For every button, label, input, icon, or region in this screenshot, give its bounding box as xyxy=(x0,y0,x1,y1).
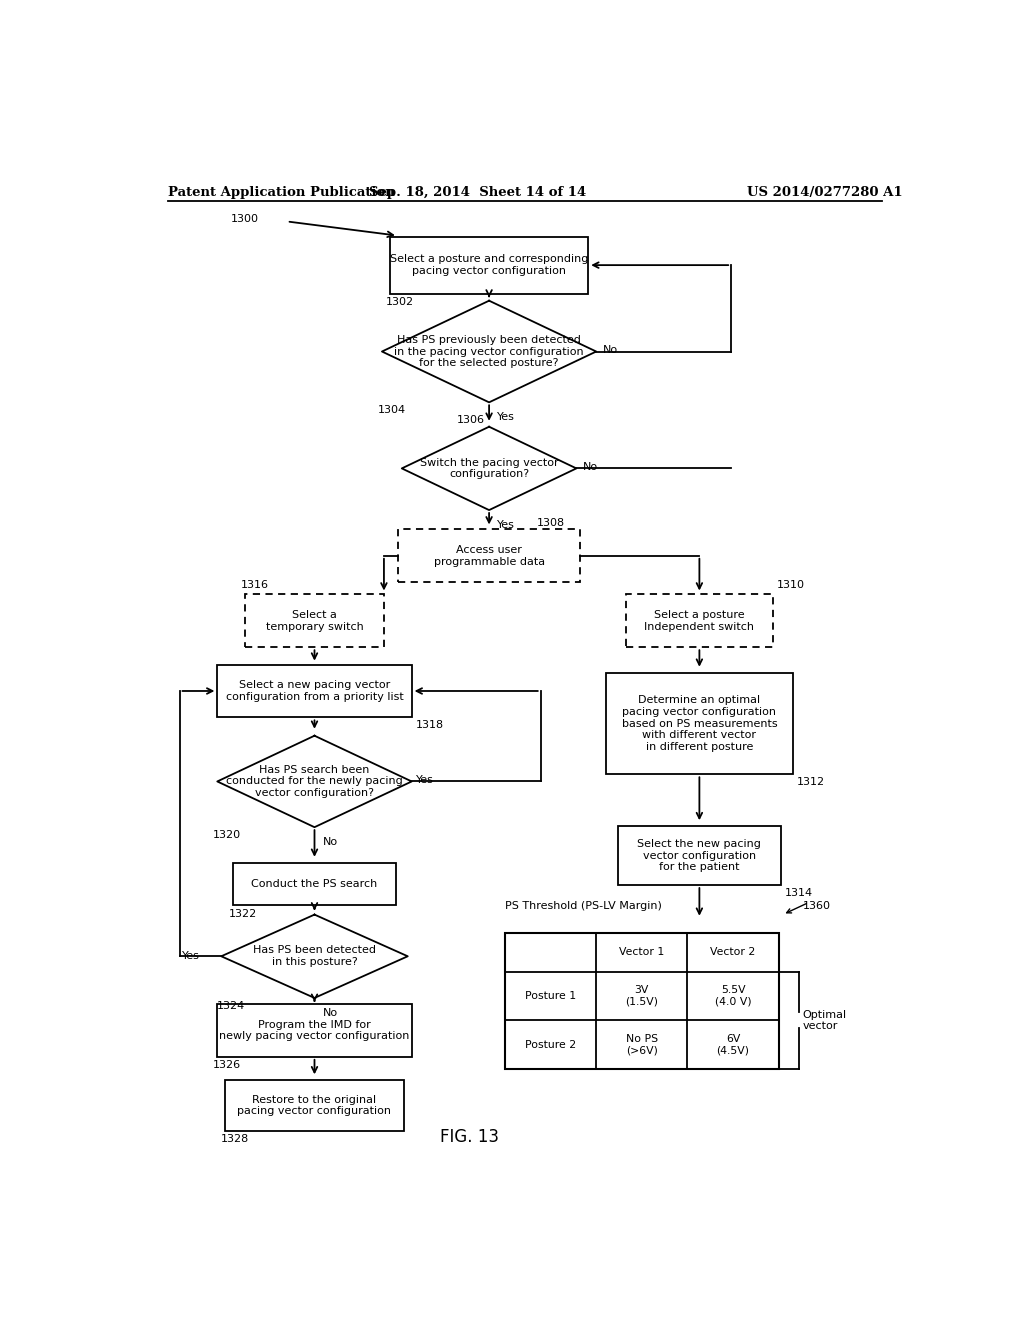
Text: Select a
temporary switch: Select a temporary switch xyxy=(265,610,364,632)
Text: No PS
(>6V): No PS (>6V) xyxy=(626,1034,657,1056)
Text: 1302: 1302 xyxy=(386,297,414,306)
Text: No: No xyxy=(323,837,338,847)
Text: Restore to the original
pacing vector configuration: Restore to the original pacing vector co… xyxy=(238,1094,391,1117)
FancyBboxPatch shape xyxy=(217,1005,412,1057)
Text: Yes: Yes xyxy=(416,775,433,785)
Text: Has PS previously been detected
in the pacing vector configuration
for the selec: Has PS previously been detected in the p… xyxy=(394,335,584,368)
Text: No: No xyxy=(583,462,598,473)
Text: Posture 2: Posture 2 xyxy=(525,1040,577,1049)
Text: Posture 1: Posture 1 xyxy=(525,991,577,1001)
Text: Program the IMD for
newly pacing vector configuration: Program the IMD for newly pacing vector … xyxy=(219,1019,410,1041)
Polygon shape xyxy=(221,915,408,998)
Text: Has PS search been
conducted for the newly pacing
vector configuration?: Has PS search been conducted for the new… xyxy=(226,764,402,799)
Polygon shape xyxy=(401,426,577,510)
Text: 1320: 1320 xyxy=(213,830,242,841)
Text: US 2014/0277280 A1: US 2014/0277280 A1 xyxy=(748,186,902,199)
Text: PS Threshold (PS-LV Margin): PS Threshold (PS-LV Margin) xyxy=(505,900,662,911)
FancyBboxPatch shape xyxy=(606,673,793,775)
Text: 1304: 1304 xyxy=(378,405,407,416)
Text: Access user
programmable data: Access user programmable data xyxy=(433,545,545,566)
Text: 5.5V
(4.0 V): 5.5V (4.0 V) xyxy=(715,985,752,1007)
Text: Switch the pacing vector
configuration?: Switch the pacing vector configuration? xyxy=(420,458,558,479)
FancyBboxPatch shape xyxy=(618,826,780,886)
Text: 1314: 1314 xyxy=(784,888,813,898)
Text: Select a new pacing vector
configuration from a priority list: Select a new pacing vector configuration… xyxy=(225,680,403,702)
Text: Yes: Yes xyxy=(181,952,200,961)
Text: Conduct the PS search: Conduct the PS search xyxy=(251,879,378,890)
Text: 1306: 1306 xyxy=(457,414,485,425)
Text: Determine an optimal
pacing vector configuration
based on PS measurements
with d: Determine an optimal pacing vector confi… xyxy=(622,696,777,751)
Polygon shape xyxy=(382,301,596,403)
FancyBboxPatch shape xyxy=(626,594,773,647)
Text: 1328: 1328 xyxy=(221,1134,250,1144)
Text: Patent Application Publication: Patent Application Publication xyxy=(168,186,394,199)
Text: 1324: 1324 xyxy=(217,1001,246,1011)
FancyBboxPatch shape xyxy=(397,529,581,582)
Text: Select the new pacing
vector configuration
for the patient: Select the new pacing vector configurati… xyxy=(638,840,761,873)
Text: 1360: 1360 xyxy=(803,900,830,911)
Polygon shape xyxy=(217,735,412,828)
Text: Yes: Yes xyxy=(497,520,515,531)
Text: Sep. 18, 2014  Sheet 14 of 14: Sep. 18, 2014 Sheet 14 of 14 xyxy=(369,186,586,199)
Text: Vector 2: Vector 2 xyxy=(711,948,756,957)
Text: Select a posture
Independent switch: Select a posture Independent switch xyxy=(644,610,755,632)
FancyBboxPatch shape xyxy=(225,1080,403,1131)
Text: Select a posture and corresponding
pacing vector configuration: Select a posture and corresponding pacin… xyxy=(390,255,588,276)
Text: No: No xyxy=(323,1008,338,1018)
Text: Optimal
vector: Optimal vector xyxy=(803,1010,847,1031)
Text: Has PS been detected
in this posture?: Has PS been detected in this posture? xyxy=(253,945,376,968)
Text: 1300: 1300 xyxy=(231,214,259,224)
Text: Yes: Yes xyxy=(497,412,515,422)
Text: 1318: 1318 xyxy=(416,721,443,730)
FancyBboxPatch shape xyxy=(505,933,778,1069)
FancyBboxPatch shape xyxy=(245,594,384,647)
FancyBboxPatch shape xyxy=(217,664,412,718)
Text: 1312: 1312 xyxy=(797,777,824,788)
Text: 1308: 1308 xyxy=(537,519,565,528)
Text: 1310: 1310 xyxy=(777,581,805,590)
Text: 1326: 1326 xyxy=(213,1060,242,1071)
FancyBboxPatch shape xyxy=(233,863,396,906)
Text: FIG. 13: FIG. 13 xyxy=(439,1129,499,1146)
Text: 6V
(4.5V): 6V (4.5V) xyxy=(717,1034,750,1056)
Text: No: No xyxy=(602,346,617,355)
Text: 1322: 1322 xyxy=(229,908,257,919)
Text: 1316: 1316 xyxy=(241,581,269,590)
Text: 3V
(1.5V): 3V (1.5V) xyxy=(626,985,658,1007)
Text: Vector 1: Vector 1 xyxy=(620,948,665,957)
FancyBboxPatch shape xyxy=(390,236,588,293)
